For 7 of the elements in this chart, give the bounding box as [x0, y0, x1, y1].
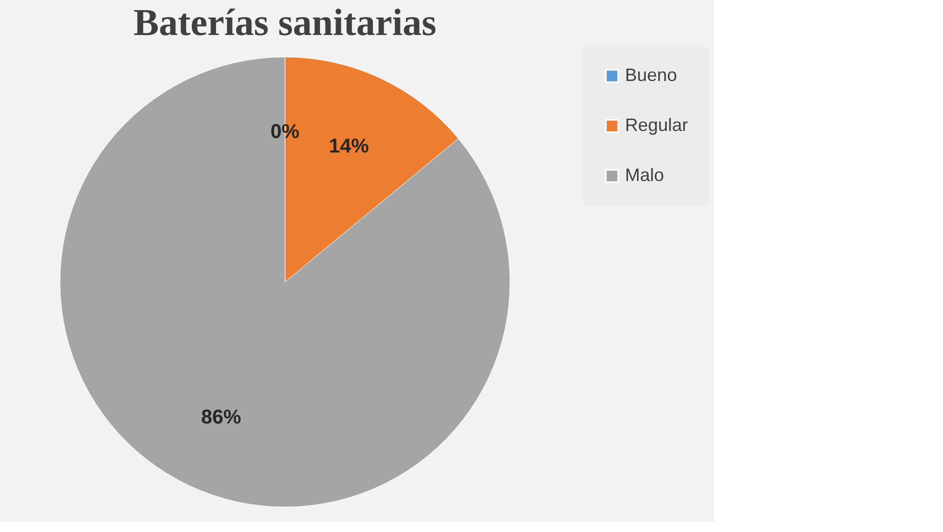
- pie-slice: [60, 56, 510, 507]
- legend-label: Bueno: [625, 65, 678, 85]
- legend-label: Regular: [625, 115, 688, 135]
- legend-label: Malo: [625, 165, 664, 185]
- data-label: 86%: [201, 406, 242, 429]
- data-label: 14%: [328, 135, 370, 158]
- chart-title: Baterías sanitarias: [134, 2, 436, 44]
